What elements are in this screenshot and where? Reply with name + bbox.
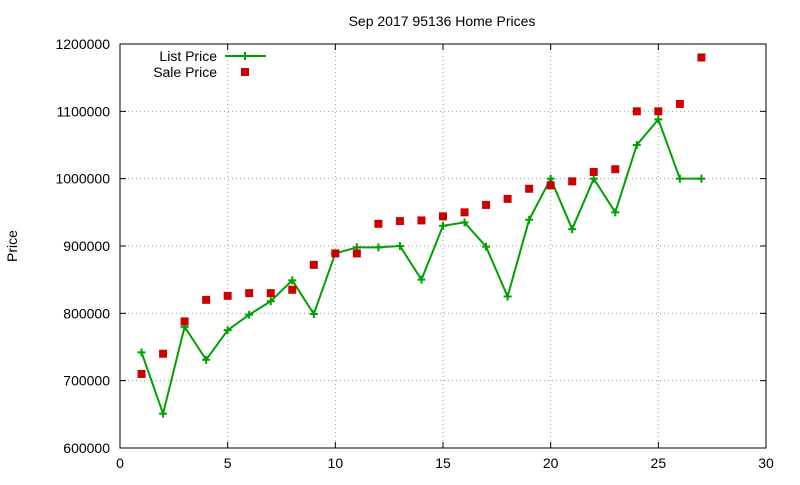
data-point xyxy=(611,208,620,217)
data-point xyxy=(245,289,254,298)
legend-label: Sale Price xyxy=(153,64,217,80)
data-point xyxy=(374,219,383,228)
data-point xyxy=(352,249,361,258)
data-point xyxy=(395,217,404,226)
data-point xyxy=(460,218,469,227)
data-point xyxy=(525,184,534,193)
data-point xyxy=(482,200,491,209)
data-point xyxy=(223,326,232,335)
data-point xyxy=(288,285,297,294)
data-point xyxy=(245,310,254,319)
data-point xyxy=(395,242,404,250)
data-point xyxy=(503,292,512,301)
x-tick-label: 25 xyxy=(651,455,667,471)
data-point xyxy=(654,115,663,124)
data-point xyxy=(266,289,275,298)
x-tick-label: 5 xyxy=(224,455,232,471)
data-point xyxy=(439,212,447,221)
data-point xyxy=(482,242,491,251)
data-point xyxy=(180,317,189,326)
data-point xyxy=(223,291,232,300)
data-point xyxy=(460,208,469,217)
data-point xyxy=(654,107,663,116)
data-point xyxy=(675,99,684,108)
data-point xyxy=(288,276,297,285)
data-point xyxy=(137,348,146,357)
data-point xyxy=(202,355,211,364)
data-point xyxy=(525,215,534,224)
data-point xyxy=(309,260,318,269)
y-tick-label: 1100000 xyxy=(57,103,111,119)
x-tick-label: 0 xyxy=(116,455,124,471)
data-point xyxy=(159,349,168,358)
series-list-price xyxy=(137,115,706,418)
data-point xyxy=(568,225,577,234)
data-point xyxy=(589,174,598,183)
data-point xyxy=(546,174,555,183)
tick-labels: 0 5 10 15 20 25 30 600000 700000 800000 900000 1000… xyxy=(55,36,774,471)
y-tick-label: 1000000 xyxy=(55,171,110,187)
data-point xyxy=(309,310,318,319)
data-point xyxy=(611,165,620,174)
y-tick-label: 900000 xyxy=(63,238,110,254)
data-point xyxy=(417,216,426,225)
data-point xyxy=(439,221,447,230)
x-tick-label: 30 xyxy=(758,455,774,471)
data-point xyxy=(159,409,168,418)
axes xyxy=(119,43,767,449)
data-point xyxy=(503,194,512,203)
data-point xyxy=(417,275,426,284)
series-line xyxy=(140,117,702,418)
series-sale-price xyxy=(137,53,706,378)
y-axis-label: Price xyxy=(4,230,20,262)
data-point xyxy=(137,369,146,378)
chart-title: Sep 2017 95136 Home Prices xyxy=(349,13,536,29)
legend-label: List Price xyxy=(159,48,217,64)
x-tick-label: 20 xyxy=(543,455,559,471)
x-tick-label: 10 xyxy=(328,455,344,471)
legend-marker xyxy=(241,52,249,60)
data-point xyxy=(589,167,598,176)
data-point xyxy=(697,174,706,183)
data-series xyxy=(137,53,706,418)
data-point xyxy=(266,297,275,306)
data-point xyxy=(331,249,340,258)
grid-lines xyxy=(120,44,766,448)
y-tick-label: 600000 xyxy=(63,440,110,456)
data-point xyxy=(202,295,211,304)
y-tick-label: 800000 xyxy=(63,305,110,321)
y-tick-label: 1200000 xyxy=(55,36,110,52)
data-point xyxy=(632,141,641,149)
x-tick-label: 15 xyxy=(435,455,451,471)
y-tick-label: 700000 xyxy=(63,373,110,389)
data-point xyxy=(675,174,684,183)
data-point xyxy=(568,177,577,186)
data-point xyxy=(546,181,555,190)
data-point xyxy=(697,53,706,62)
legend-marker xyxy=(241,68,249,76)
data-point xyxy=(632,107,641,116)
data-point xyxy=(374,243,383,252)
